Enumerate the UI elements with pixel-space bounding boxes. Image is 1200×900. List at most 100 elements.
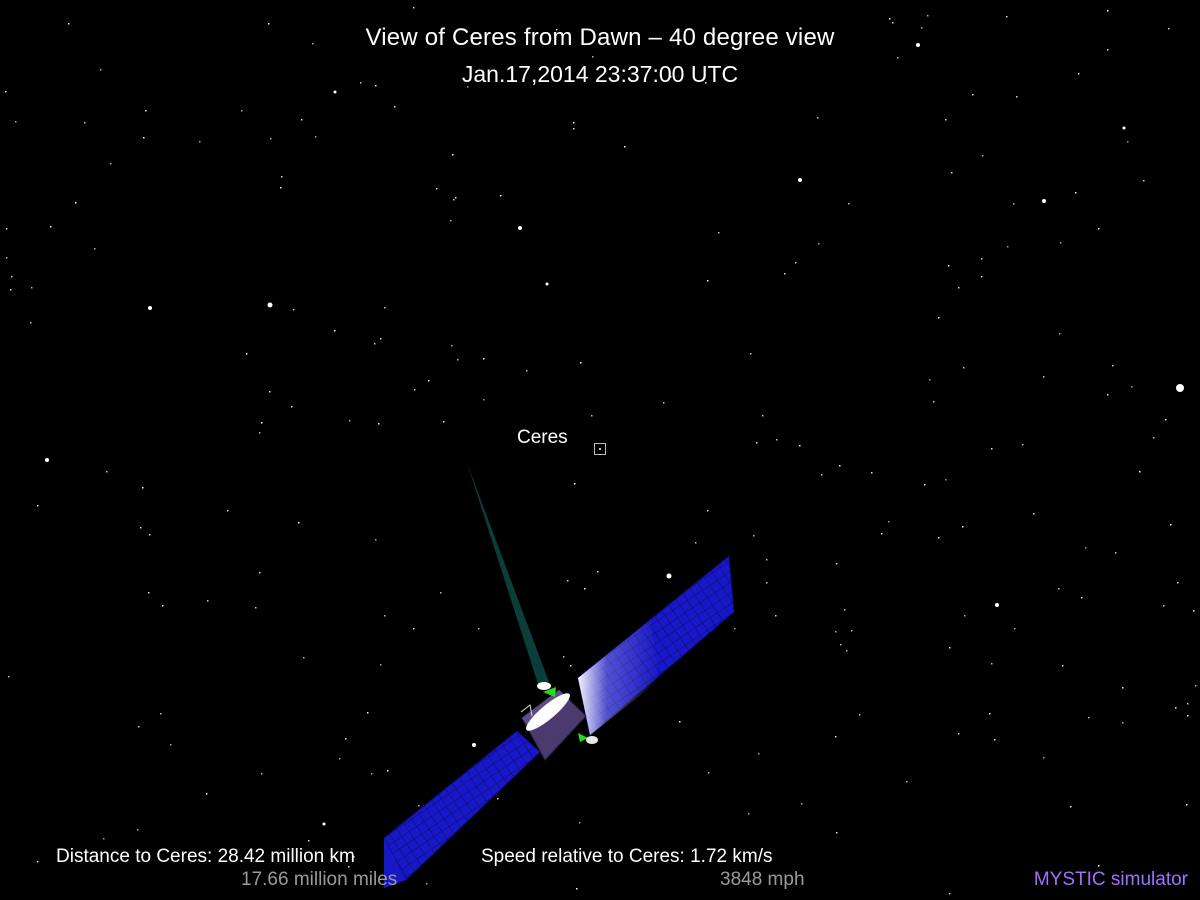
- star: [1186, 804, 1188, 806]
- star: [839, 465, 841, 467]
- star: [6, 257, 8, 259]
- star: [580, 362, 582, 364]
- star: [1016, 96, 1018, 98]
- star: [1170, 524, 1172, 526]
- star: [818, 243, 820, 245]
- star: [37, 505, 39, 507]
- star: [848, 203, 850, 205]
- star: [50, 226, 52, 228]
- star: [835, 631, 837, 633]
- star: [94, 248, 96, 250]
- star: [563, 656, 565, 658]
- star: [927, 15, 929, 17]
- star: [705, 82, 707, 84]
- star: [906, 781, 908, 783]
- star: [270, 138, 272, 140]
- star: [924, 484, 926, 486]
- star: [148, 306, 152, 310]
- star: [160, 713, 162, 715]
- star: [413, 7, 415, 9]
- star: [1143, 180, 1145, 182]
- star: [949, 893, 951, 895]
- distance-miles-readout: 17.66 million miles: [241, 869, 398, 890]
- antenna-beam: [467, 463, 549, 684]
- star: [981, 258, 983, 260]
- star: [1176, 384, 1184, 392]
- star: [526, 370, 528, 372]
- star: [846, 650, 848, 652]
- star: [929, 379, 931, 381]
- star: [137, 829, 139, 831]
- star: [353, 856, 355, 858]
- star: [227, 510, 229, 512]
- star: [1014, 628, 1016, 630]
- star: [579, 822, 581, 824]
- star: [450, 220, 452, 222]
- star: [246, 353, 248, 355]
- star: [1081, 597, 1083, 599]
- star: [1187, 715, 1189, 717]
- star: [10, 289, 12, 291]
- star: [333, 90, 337, 94]
- star: [1078, 73, 1080, 75]
- star: [261, 422, 263, 424]
- star: [303, 657, 305, 659]
- star: [511, 69, 513, 71]
- star: [483, 399, 485, 401]
- star: [345, 738, 347, 740]
- star: [451, 345, 453, 347]
- simulator-credit: MYSTIC simulator: [1033, 869, 1188, 890]
- star: [394, 106, 396, 108]
- antenna-dish: [526, 693, 570, 731]
- star: [1059, 333, 1061, 335]
- star: [138, 726, 140, 728]
- star: [207, 600, 209, 602]
- star: [795, 262, 797, 264]
- star: [140, 527, 142, 529]
- star: [145, 110, 147, 112]
- star: [1107, 49, 1109, 51]
- star: [1098, 228, 1100, 230]
- star: [707, 280, 709, 282]
- star: [897, 57, 899, 59]
- star: [1187, 703, 1189, 705]
- star: [414, 389, 416, 391]
- star: [573, 128, 575, 130]
- star: [734, 628, 736, 630]
- star: [413, 628, 415, 630]
- star: [1107, 10, 1109, 12]
- star: [859, 714, 861, 716]
- star: [962, 526, 964, 528]
- star: [281, 176, 283, 178]
- star: [784, 273, 786, 275]
- star: [948, 265, 950, 267]
- star: [835, 736, 837, 738]
- star: [570, 665, 572, 667]
- target-label: Ceres: [517, 427, 568, 448]
- star: [384, 615, 386, 617]
- star: [1060, 242, 1062, 244]
- star: [851, 630, 853, 632]
- star: [836, 563, 838, 565]
- star: [921, 27, 923, 29]
- star: [995, 603, 999, 607]
- star: [756, 442, 758, 444]
- star: [312, 43, 314, 45]
- star: [142, 487, 144, 489]
- star: [1112, 365, 1114, 367]
- view-timestamp: Jan.17,2014 23:37:00 UTC: [461, 61, 739, 87]
- star: [1007, 246, 1009, 248]
- star: [1085, 547, 1087, 549]
- star: [748, 813, 750, 815]
- star: [574, 483, 576, 485]
- view-title: View of Ceres from Dawn – 40 degree view: [365, 24, 835, 51]
- star: [478, 628, 480, 630]
- star: [1070, 806, 1072, 808]
- star: [348, 866, 350, 868]
- star: [762, 415, 764, 417]
- star: [1088, 717, 1090, 719]
- star: [37, 861, 39, 863]
- star: [384, 307, 386, 309]
- star: [766, 559, 768, 561]
